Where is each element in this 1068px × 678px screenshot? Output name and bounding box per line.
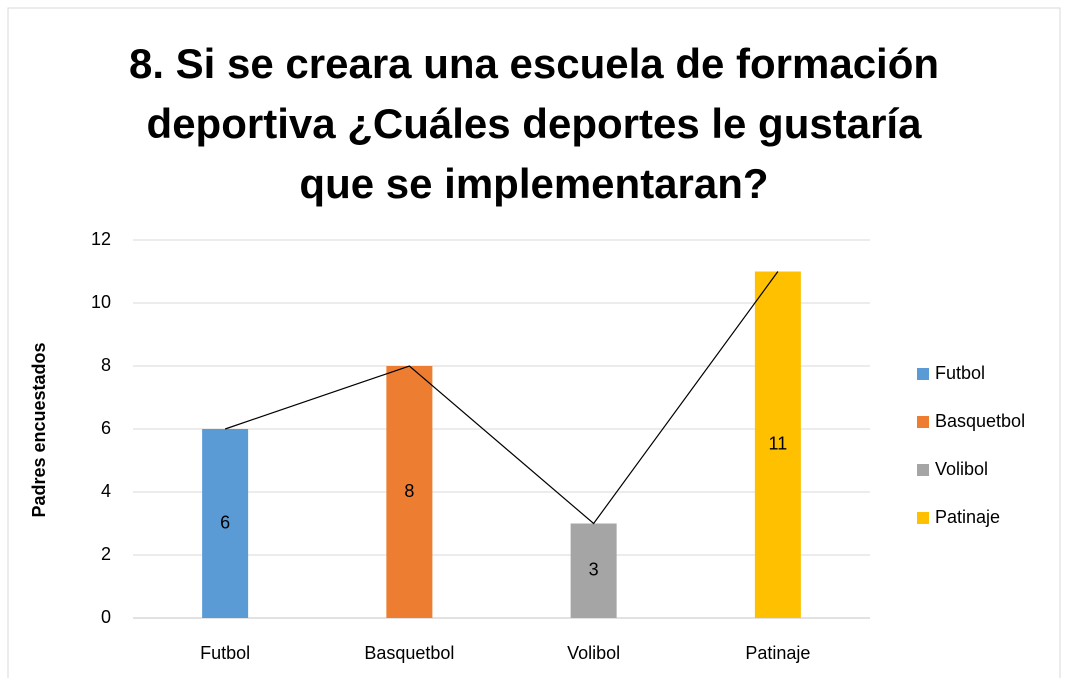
bar bbox=[386, 366, 433, 618]
y-tick-label: 4 bbox=[101, 481, 111, 501]
bar bbox=[570, 523, 617, 618]
legend-swatch bbox=[917, 464, 929, 476]
bar bbox=[754, 271, 801, 618]
bar bbox=[202, 429, 249, 618]
legend-label: Basquetbol bbox=[935, 411, 1025, 431]
x-tick-label: Volibol bbox=[567, 643, 620, 663]
y-tick-label: 8 bbox=[101, 355, 111, 375]
data-label: 6 bbox=[220, 512, 230, 532]
legend-swatch bbox=[917, 416, 929, 428]
data-label: 3 bbox=[589, 560, 599, 580]
x-tick-label: Futbol bbox=[200, 643, 250, 663]
y-tick-label: 2 bbox=[101, 544, 111, 564]
y-axis-label: Padres encuestados bbox=[29, 342, 49, 517]
legend-label: Futbol bbox=[935, 363, 985, 383]
legend-swatch bbox=[917, 512, 929, 524]
chart-title: que se implementaran? bbox=[299, 160, 768, 207]
y-tick-label: 0 bbox=[101, 607, 111, 627]
y-tick-label: 6 bbox=[101, 418, 111, 438]
y-tick-label: 10 bbox=[91, 292, 111, 312]
chart-border bbox=[7, 7, 1061, 678]
legend-label: Patinaje bbox=[935, 507, 1000, 527]
data-label: 11 bbox=[769, 434, 788, 454]
x-tick-label: Patinaje bbox=[745, 643, 810, 663]
legend-label: Volibol bbox=[935, 459, 988, 479]
legend-swatch bbox=[917, 368, 929, 380]
x-tick-label: Basquetbol bbox=[364, 643, 454, 663]
data-label: 8 bbox=[404, 481, 414, 501]
chart-title: 8. Si se creara una escuela de formación bbox=[129, 40, 939, 87]
chart-title: deportiva ¿Cuáles deportes le gustaría bbox=[147, 100, 923, 147]
trend-line bbox=[224, 271, 779, 525]
y-tick-label: 12 bbox=[91, 229, 111, 249]
